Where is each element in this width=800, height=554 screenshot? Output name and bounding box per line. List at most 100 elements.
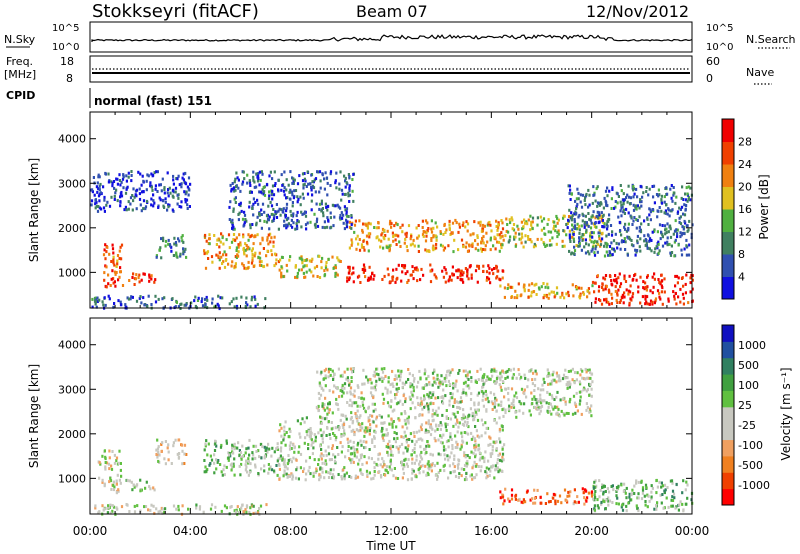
power-ytick-2: 2000 [58,222,86,235]
time-tick-0: 00:00 [73,524,108,538]
velocity-colorbar-tick-3: 25 [738,399,752,412]
velocity-colorbar-swatch-4 [722,423,734,441]
velocity-region-0 [97,449,123,495]
power-region-11 [90,170,192,213]
beam-title: Beam 07 [356,2,428,21]
power-colorbar-swatch-5 [722,164,734,187]
power-region-7 [504,214,606,249]
velocity-colorbar-tick-7: -1000 [738,479,770,492]
velocity-colorbar-swatch-5 [722,406,734,424]
nsky-tick-low: 10^0 [52,42,79,53]
nave-label: Nave [746,66,774,79]
power-ytick-1: 3000 [58,177,86,190]
power-colorbar-swatch-7 [722,119,734,142]
power-colorbar-swatch-3 [722,209,734,232]
velocity-region-3 [203,438,281,477]
power-colorbar-swatch-0 [722,276,734,300]
freq-unit: [MHz] [4,68,36,81]
power-region-0 [102,243,125,289]
power-colorbar-tick-3: 16 [738,203,752,216]
velocity-ylabel: Slant Range [km] [27,364,41,468]
velocity-region-4 [278,416,506,482]
time-tick-3: 12:00 [374,524,409,538]
freq-tick-high: 18 [60,55,74,68]
velocity-region-5 [315,367,594,419]
power-ytick-3: 1000 [58,266,86,279]
power-colorbar-tick-2: 20 [738,181,752,194]
velocity-axis: 4000 3000 2000 1000 [58,318,693,514]
power-axis: 4000 3000 2000 1000 [58,112,693,308]
power-colorbar-tick-4: 12 [738,226,752,239]
power-region-8 [499,282,594,300]
velocity-ytick-0: 4000 [58,339,86,352]
velocity-colorbar-tick-2: 100 [738,379,759,392]
power-colorbar-swatch-2 [722,231,734,255]
velocity-colorbar: 1000 500 100 25 -25 -100 -500 -1000 [721,324,770,506]
freq-panel-frame [89,55,693,83]
xlabel: Time UT [365,539,416,553]
velocity-colorbar-label: Velocity [m s⁻¹] [779,367,793,460]
power-region-9 [591,272,694,307]
velocity-colorbar-tick-5: -100 [738,439,763,452]
power-region-12 [228,170,355,231]
velocity-colorbar-swatch-3 [722,439,734,457]
velocity-colorbar-tick-1: 500 [738,359,759,372]
nsearch-tick-low: 10^0 [706,42,733,53]
nave-tick-high: 60 [706,55,720,68]
power-colorbar-label: Power [dB] [757,174,771,239]
time-tick-1: 04:00 [173,524,208,538]
velocity-colorbar-swatch-9 [722,341,734,359]
power-colorbar-swatch-6 [722,141,734,165]
cpid-value: normal (fast) 151 [94,94,212,108]
power-region-5 [346,263,505,285]
velocity-colorbar-tick-6: -500 [738,459,763,472]
time-tick-5: 20:00 [574,524,609,538]
velocity-ytick-2: 2000 [58,428,86,441]
power-ytick-0: 4000 [58,133,86,146]
power-ylabel: Slant Range [km] [27,158,41,262]
power-region-6 [348,218,505,254]
power-colorbar-tick-0: 28 [738,136,752,149]
power-region-2 [155,234,188,260]
nave-tick-low: 0 [706,72,713,85]
power-colorbar-tick-5: 8 [738,248,745,261]
velocity-colorbar-swatch-8 [722,357,734,375]
time-axis-ticks: 00:00 04:00 08:00 12:00 16:00 20:00 00:00 [73,524,710,538]
velocity-colorbar-swatch-7 [722,374,734,391]
velocity-region-1 [125,478,156,493]
velocity-ytick-3: 1000 [58,472,86,485]
velocity-ytick-1: 3000 [58,383,86,396]
velocity-colorbar-tick-4: -25 [738,419,756,432]
time-tick-6: 00:00 [675,524,710,538]
power-colorbar: 28 24 20 16 12 8 4 [721,118,752,300]
velocity-colorbar-swatch-6 [722,390,734,408]
power-region-1 [128,272,157,286]
power-panel-frame [89,111,693,309]
nsearch-label: N.Search [746,33,796,46]
velocity-colorbar-swatch-2 [722,455,734,473]
nsky-trace [91,34,693,42]
velocity-colorbar-swatch-0 [722,488,734,506]
velocity-colorbar-tick-0: 1000 [738,339,766,352]
velocity-region-7 [592,478,694,513]
velocity-region-2 [155,438,188,466]
power-colorbar-tick-6: 4 [738,271,745,284]
nsky-label: N.Sky [4,33,36,46]
velocity-colorbar-swatch-1 [722,472,734,490]
power-colorbar-swatch-1 [722,254,734,277]
power-data-layer [90,170,694,311]
nsearch-tick-high: 10^5 [706,23,733,34]
station-title: Stokkseyri (fitACF) [92,1,259,22]
power-region-3 [203,232,280,271]
freq-label: Freq. [6,55,33,68]
nsky-tick-high: 10^5 [52,23,79,34]
time-tick-4: 16:00 [474,524,509,538]
time-tick-2: 08:00 [273,524,308,538]
velocity-colorbar-swatch-10 [722,325,734,342]
power-colorbar-swatch-4 [722,186,734,210]
velocity-data-layer [94,367,694,516]
power-colorbar-tick-1: 24 [738,158,752,171]
power-region-4 [278,254,342,280]
cpid-label: CPID [6,89,35,102]
